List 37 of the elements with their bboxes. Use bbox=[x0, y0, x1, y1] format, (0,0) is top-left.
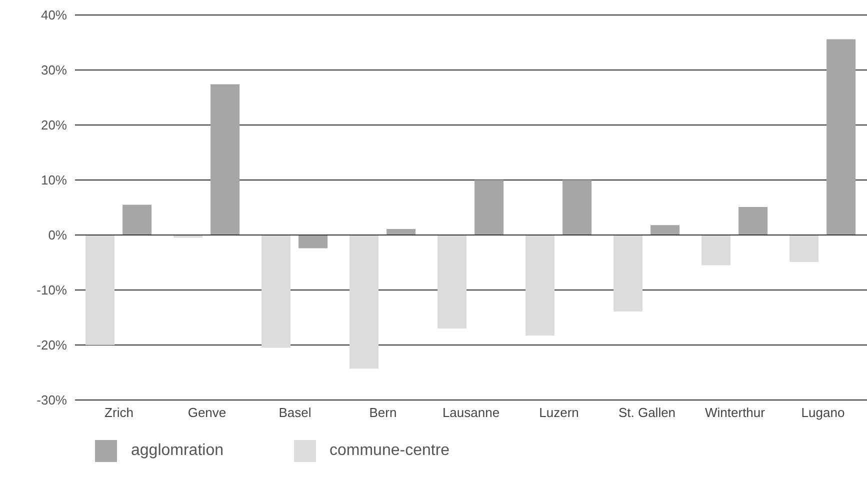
legend-label: commune-centre bbox=[330, 442, 450, 460]
bar bbox=[386, 228, 416, 235]
y-tick-label: -20% bbox=[36, 338, 68, 353]
x-tick-label: Bern bbox=[369, 405, 397, 420]
y-tick-label: 40% bbox=[40, 8, 68, 23]
y-tick-label: -10% bbox=[36, 282, 68, 298]
bar bbox=[650, 225, 680, 235]
bar bbox=[210, 84, 240, 235]
bar bbox=[86, 235, 115, 345]
x-tick-label: Genve bbox=[188, 405, 226, 420]
bar bbox=[738, 206, 768, 235]
bar bbox=[262, 235, 291, 348]
bar bbox=[122, 204, 152, 235]
y-tick-label: 30% bbox=[40, 62, 68, 78]
bar bbox=[614, 235, 643, 312]
bar bbox=[702, 235, 731, 266]
bar bbox=[526, 235, 555, 336]
bar bbox=[474, 180, 504, 235]
y-tick-label: 0% bbox=[48, 228, 68, 243]
y-tick-label: 10% bbox=[40, 172, 68, 188]
x-tick-label: Lugano bbox=[801, 405, 845, 420]
bar bbox=[298, 235, 328, 248]
bar bbox=[562, 180, 592, 235]
bar bbox=[174, 235, 203, 238]
bar bbox=[826, 39, 856, 235]
bar bbox=[350, 235, 379, 369]
x-tick-label: Winterthur bbox=[705, 405, 766, 420]
y-tick-label: 20% bbox=[40, 118, 68, 133]
bar bbox=[790, 235, 819, 262]
x-tick-label: St. Gallen bbox=[618, 405, 676, 420]
x-tick-label: Luzern bbox=[539, 405, 579, 420]
x-tick-label: Basel bbox=[278, 405, 312, 420]
y-tick-label: -30% bbox=[36, 392, 68, 408]
x-tick-label: Lausanne bbox=[442, 405, 500, 420]
x-tick-label: Zrich bbox=[104, 405, 134, 420]
legend-label: agglomration bbox=[131, 442, 224, 460]
bar bbox=[438, 235, 467, 328]
